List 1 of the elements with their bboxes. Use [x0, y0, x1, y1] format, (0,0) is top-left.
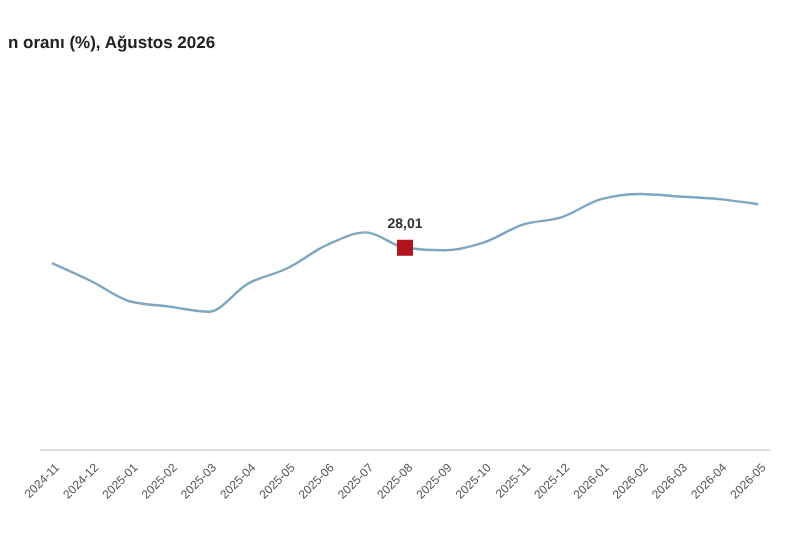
chart-title: n oranı (%), Ağustos 2026: [8, 32, 216, 52]
